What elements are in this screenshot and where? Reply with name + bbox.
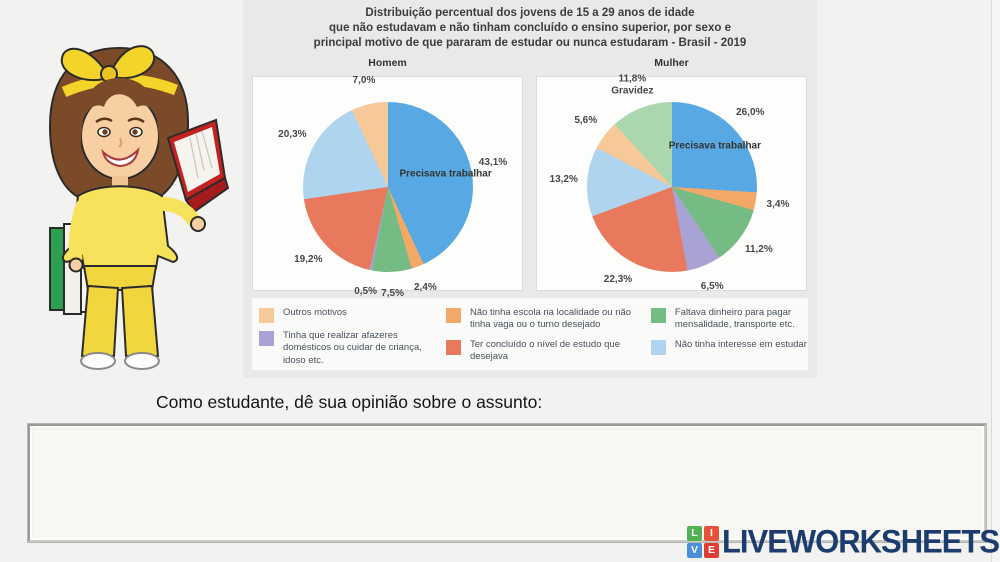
pie-slice-label: 13,2% — [549, 173, 578, 185]
pie-slice-label: 20,3% — [278, 129, 307, 141]
pie-slice-label: 43,1% — [478, 157, 508, 169]
page-right-margin — [992, 0, 1000, 562]
legend-color-swatch — [650, 308, 666, 323]
pie-chart-homem: 43,1% Precisava trabalhar 2,4% 7,5% 0,5% 19,2… — [252, 74, 523, 299]
pie-slice-name-label: Precisava trabalhar — [668, 140, 761, 152]
pie-slice-label: 5,6% — [574, 114, 598, 126]
pie-slice-sublabel: Gravidez — [611, 85, 654, 97]
pie-slice-label: 6,5% — [700, 280, 724, 292]
legend-color-swatch — [259, 308, 274, 323]
legend-item: Ter concluído o nível de estudo que dese… — [445, 338, 651, 364]
legend-item: Não tinha interesse em estudar — [650, 338, 808, 355]
student-character-svg — [48, 45, 230, 370]
liveworksheets-logo-text: LIVEWORKSHEETS — [722, 522, 1000, 561]
legend-item-label: Ter concluído o nível de estudo que dese… — [469, 338, 620, 363]
legend-color-swatch — [259, 331, 274, 346]
chart-title-line-2: que não estudavam e não tinham concluído… — [329, 22, 731, 35]
pie-charts-row: Homem 43,1% Precisava trabalhar 2,4% 7,5% 0,… — [243, 56, 817, 299]
liveworksheets-logo: L I V E LIVEWORKSHEETS — [687, 522, 1000, 561]
red-book-icon — [166, 118, 230, 214]
page-edge-line — [991, 0, 992, 562]
legend-color-swatch — [445, 308, 461, 323]
legend-item-label: Não tinha escola na localidade ou não ti… — [469, 307, 632, 331]
legend-item: Outros motivos — [259, 307, 446, 323]
pie-slice-label: 7,0% — [352, 74, 376, 86]
legend-column-3: Faltava dinheiro para pagar mensalidade,… — [650, 307, 808, 370]
pie-slice-label: 11,2% — [744, 243, 773, 255]
logo-tile-l: L — [687, 526, 702, 541]
legend-item-label: Não tinha interesse em estudar — [674, 338, 807, 350]
pie-slice-label: 26,0% — [736, 106, 765, 118]
legend-item-label: Tinha que realizar afazeres domésticos o… — [283, 330, 422, 366]
chart-legend: Outros motivos Tinha que realizar afazere… — [252, 298, 808, 370]
legend-item: Faltava dinheiro para pagar mensalidade,… — [650, 307, 808, 332]
pie-slice-label: 3,4% — [766, 198, 790, 210]
chart-title: Distribuição percentual dos jovens de 15… — [243, 0, 817, 52]
logo-tile-e: E — [704, 543, 719, 558]
pie — [586, 101, 757, 272]
pie-title-mulher: Mulher — [654, 56, 689, 69]
legend-item: Tinha que realizar afazeres domésticos o… — [259, 330, 446, 367]
logo-tile-v: V — [687, 543, 702, 558]
question-text: Como estudante, dê sua opinião sobre o a… — [156, 392, 543, 412]
legend-color-swatch — [445, 339, 461, 355]
pie-slice-label: 7,5% — [381, 288, 404, 300]
student-character-illustration — [6, 28, 232, 374]
pie — [302, 101, 473, 272]
liveworksheets-logo-icon: L I V E — [687, 526, 719, 558]
pie-slice-label: 19,2% — [294, 253, 323, 265]
legend-item-label: Outros motivos — [283, 307, 347, 318]
pie-slice-label: 0,5% — [354, 286, 377, 298]
chart-title-line-1: Distribuição percentual dos jovens de 15… — [365, 7, 695, 19]
logo-tile-i: I — [704, 526, 719, 541]
legend-item: Não tinha escola na localidade ou não ti… — [445, 307, 651, 332]
legend-column-1: Outros motivos Tinha que realizar afazere… — [259, 307, 446, 370]
chart-title-line-3: principal motivo de que pararam de estud… — [313, 37, 747, 50]
legend-column-2: Não tinha escola na localidade ou não ti… — [445, 307, 651, 370]
pie-chart-mulher: 26,0% Precisava trabalhar 3,4% 11,2% 6,5% 22,… — [536, 73, 807, 292]
chart-figure: Distribuição percentual dos jovens de 15… — [243, 0, 817, 378]
legend-item-label: Faltava dinheiro para pagar mensalidade,… — [674, 307, 795, 331]
answer-textarea[interactable] — [28, 424, 986, 542]
pie-slice-label: 11,8% Gravidez — [611, 73, 654, 97]
pie-slice-label: 2,4% — [413, 281, 437, 293]
pie-title-homem: Homem — [368, 56, 407, 69]
legend-color-swatch — [650, 339, 666, 355]
pie-slice-label: 22,3% — [603, 274, 633, 286]
pie-slice-name-label: Precisava trabalhar — [399, 168, 492, 180]
